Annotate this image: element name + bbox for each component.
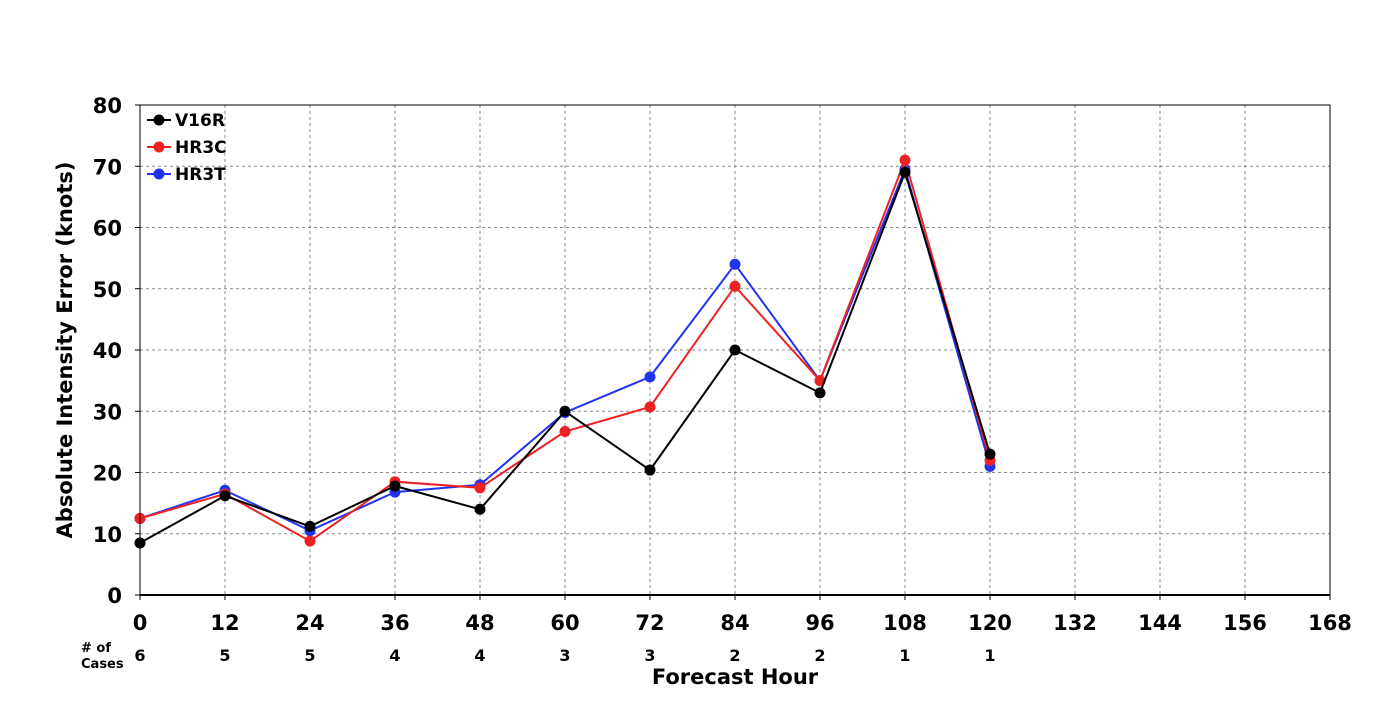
x-tick-label: 96 xyxy=(805,611,834,635)
case-count-label: 4 xyxy=(389,646,400,665)
data-point-v16r xyxy=(729,344,741,356)
data-point-hr3c xyxy=(899,154,911,166)
y-tick-label: 50 xyxy=(93,278,122,302)
legend-label-hr3t: HR3T xyxy=(175,165,226,185)
cases-header: # of Cases xyxy=(81,641,124,672)
x-tick-label: 168 xyxy=(1308,611,1352,635)
data-point-hr3c xyxy=(729,280,741,292)
data-point-hr3t xyxy=(644,371,656,383)
data-point-hr3c xyxy=(559,425,571,437)
x-axis-title: Forecast Hour xyxy=(652,665,819,689)
y-tick-label: 0 xyxy=(107,584,122,608)
y-tick-label: 70 xyxy=(93,155,122,179)
x-tick-label: 72 xyxy=(635,611,664,635)
y-axis-title: Absolute Intensity Error (knots) xyxy=(53,162,77,539)
data-point-v16r xyxy=(814,387,826,399)
legend-item-v16r: V16R xyxy=(147,111,225,131)
case-count-label: 6 xyxy=(134,646,145,665)
data-point-v16r xyxy=(474,503,486,515)
y-tick-label: 30 xyxy=(93,400,122,424)
data-point-v16r xyxy=(559,405,571,417)
legend-item-hr3t: HR3T xyxy=(147,165,226,185)
case-count-label: 5 xyxy=(219,646,230,665)
cases-header-line: Cases xyxy=(81,657,124,672)
x-tick-label: 108 xyxy=(883,611,927,635)
data-point-hr3c xyxy=(304,535,316,547)
data-point-hr3c xyxy=(474,482,486,494)
case-count-label: 3 xyxy=(644,646,655,665)
x-tick-label: 144 xyxy=(1138,611,1182,635)
case-count-label: 1 xyxy=(984,646,995,665)
legend: V16R HR3C HR3T xyxy=(147,111,227,185)
data-point-v16r xyxy=(304,520,316,532)
legend-label-hr3c: HR3C xyxy=(175,138,227,158)
y-axis-ticks: 0 10 20 30 40 50 60 70 80 xyxy=(93,94,140,608)
legend-item-hr3c: HR3C xyxy=(147,138,227,158)
case-count-label: 2 xyxy=(814,646,825,665)
case-count-label: 3 xyxy=(559,646,570,665)
x-tick-label: 84 xyxy=(720,611,749,635)
y-tick-label: 60 xyxy=(93,217,122,241)
series-v16r xyxy=(134,166,996,549)
data-point-v16r xyxy=(389,480,401,492)
data-point-v16r xyxy=(219,490,231,502)
data-point-v16r xyxy=(899,166,911,178)
x-axis-ticks: 0 12 24 36 48 60 72 84 96 108 120 132 144 156 168 xyxy=(133,595,1352,635)
data-point-v16r xyxy=(984,448,996,460)
data-point-v16r xyxy=(644,464,656,476)
legend-marker-v16r xyxy=(153,114,165,126)
cases-header-line: # of xyxy=(81,641,111,656)
case-counts: # of Cases 6 5 5 4 4 3 3 2 2 1 1 xyxy=(81,641,996,672)
data-point-hr3t xyxy=(729,258,741,270)
case-count-label: 1 xyxy=(899,646,910,665)
x-tick-label: 132 xyxy=(1053,611,1097,635)
x-tick-label: 36 xyxy=(380,611,409,635)
y-tick-label: 10 xyxy=(93,523,122,547)
y-tick-label: 80 xyxy=(93,94,122,118)
legend-marker-hr3c xyxy=(153,141,165,153)
x-tick-label: 120 xyxy=(968,611,1012,635)
case-count-label: 5 xyxy=(304,646,315,665)
legend-marker-hr3t xyxy=(153,168,165,180)
data-point-hr3c xyxy=(644,401,656,413)
case-count-label: 4 xyxy=(474,646,485,665)
x-tick-label: 12 xyxy=(210,611,239,635)
x-tick-label: 60 xyxy=(550,611,579,635)
case-count-label: 2 xyxy=(729,646,740,665)
x-tick-label: 0 xyxy=(133,611,148,635)
x-tick-label: 24 xyxy=(295,611,324,635)
legend-label-v16r: V16R xyxy=(175,111,225,131)
x-tick-label: 156 xyxy=(1223,611,1267,635)
x-tick-label: 48 xyxy=(465,611,494,635)
y-tick-label: 40 xyxy=(93,339,122,363)
y-tick-label: 20 xyxy=(93,462,122,486)
